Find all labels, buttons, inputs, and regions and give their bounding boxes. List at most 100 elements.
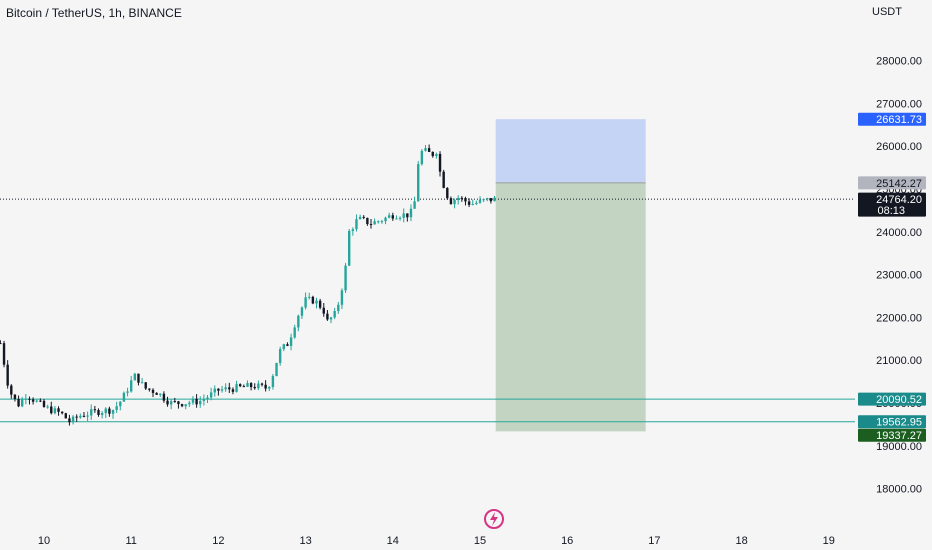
candle-body [115, 406, 118, 410]
stop-price-label: 19337.27 [876, 430, 922, 442]
candle-body [478, 199, 482, 203]
y-tick-label: 24000.00 [876, 227, 922, 239]
candle-body [239, 384, 242, 387]
position-tool[interactable] [495, 119, 646, 432]
candle-body [199, 400, 202, 405]
x-tick-label: 14 [387, 535, 399, 547]
candle-body [467, 201, 471, 205]
candle-body [427, 148, 431, 152]
candle-body [420, 150, 424, 165]
entry-price-label-bg [858, 176, 926, 190]
y-tick-label: 19000.00 [876, 441, 922, 453]
candle-body [253, 387, 256, 389]
candle-body [6, 364, 9, 386]
candle-series [0, 144, 496, 426]
candle-body [286, 344, 289, 346]
candle-body [475, 202, 478, 204]
candle-body [358, 216, 362, 220]
candle-body [438, 153, 442, 172]
chart-title: Bitcoin / TetherUS, 1h, BINANCE [6, 6, 182, 20]
y-tick-label: 27000.00 [876, 98, 922, 110]
x-tick-label: 19 [823, 535, 835, 547]
candle-body [275, 362, 278, 377]
candle-body [402, 213, 405, 218]
candle-body [344, 265, 347, 291]
candle-body [21, 399, 24, 407]
candle-body [337, 304, 340, 312]
candle-body [159, 393, 162, 395]
candle-body [377, 221, 380, 223]
horizontal-lines[interactable] [0, 198, 855, 423]
candle-body [311, 296, 315, 304]
current-price-label: 24764.20 [876, 194, 922, 206]
candle-body [442, 171, 445, 188]
candle-body [82, 415, 86, 417]
candle-body [340, 290, 344, 305]
line-price-label-2-bg [858, 415, 926, 429]
candle-body [326, 313, 329, 320]
candle-body [493, 197, 496, 202]
candle-body [42, 400, 46, 407]
candle-body [348, 230, 351, 266]
candle-body [79, 415, 82, 418]
candle-body [417, 164, 420, 202]
candle-body [431, 151, 434, 157]
candle-body [268, 386, 271, 389]
candle-body [68, 418, 71, 423]
candle-body [249, 383, 253, 388]
candle-body [166, 400, 169, 405]
candle-body [202, 399, 206, 401]
candle-body [195, 398, 198, 405]
profit-zone[interactable] [495, 119, 646, 183]
candle-body [137, 373, 140, 383]
candle-body [10, 385, 13, 395]
candle-body [391, 215, 394, 219]
candle-body [297, 315, 300, 328]
candle-body [119, 401, 122, 407]
candle-body [231, 389, 235, 392]
candle-body [140, 382, 144, 384]
x-tick-label: 15 [474, 535, 486, 547]
candle-body [369, 224, 373, 226]
candle-body [282, 344, 285, 350]
y-tick-label: 22000.00 [876, 312, 922, 324]
candle-body [213, 388, 216, 393]
candle-body [122, 392, 126, 402]
candle-body [35, 400, 38, 402]
candle-body [413, 201, 416, 209]
x-tick-label: 12 [212, 535, 224, 547]
price-axis-currency: USDT [872, 6, 902, 18]
stop-price-label-bg [858, 428, 926, 442]
candle-body [271, 376, 275, 387]
candle-body [97, 410, 100, 415]
candle-body [155, 392, 158, 395]
candle-body [486, 198, 489, 200]
candle-body [318, 300, 322, 308]
loss-zone[interactable] [495, 182, 646, 432]
axes: 18000.0019000.0020000.0021000.0022000.00… [38, 56, 922, 547]
candle-body [100, 413, 104, 415]
candle-body [242, 386, 246, 388]
candle-body [173, 401, 176, 403]
candle-body [457, 197, 460, 201]
candle-body [188, 402, 191, 405]
y-tick-label: 28000.00 [876, 56, 922, 68]
candle-body [322, 307, 325, 314]
candle-body [315, 300, 318, 304]
candle-body [50, 406, 53, 414]
x-tick-label: 11 [125, 535, 136, 547]
candle-body [180, 404, 184, 407]
candle-body [409, 208, 413, 218]
candle-body [217, 388, 220, 391]
lightning-bolt-icon[interactable] [483, 508, 505, 530]
candle-body [246, 383, 249, 387]
candle-body [264, 384, 267, 389]
candle-body [39, 400, 42, 402]
candle-body [108, 408, 111, 414]
candle-body [351, 229, 355, 231]
candle-body [86, 415, 89, 417]
candle-body [373, 221, 376, 225]
candle-body [126, 391, 129, 393]
